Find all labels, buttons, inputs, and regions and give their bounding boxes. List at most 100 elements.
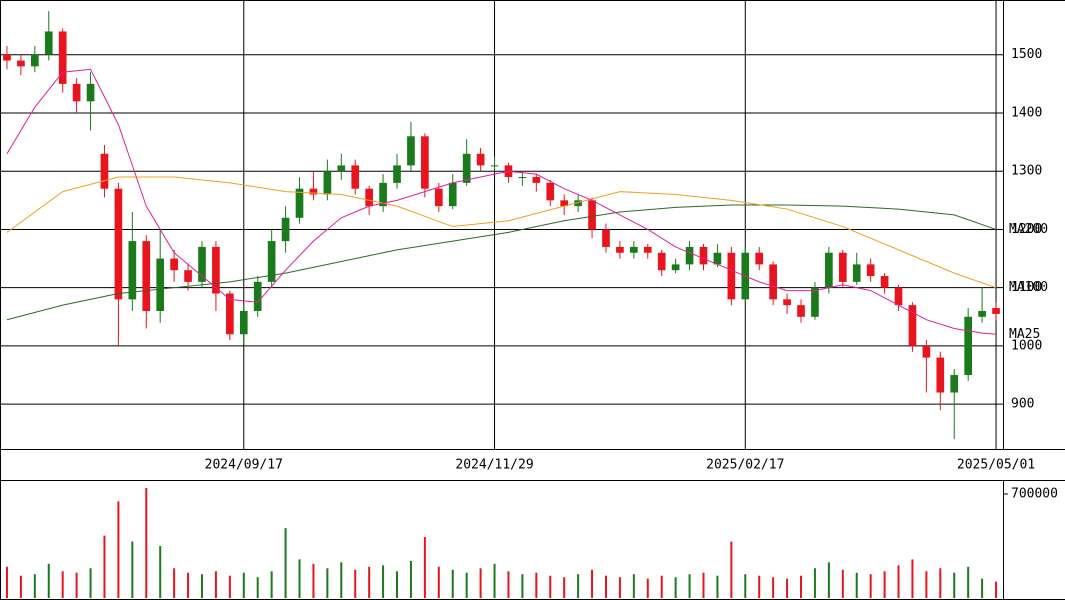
candle-body [239, 310, 248, 335]
volume-bar [326, 568, 329, 598]
volume-tick-label: 700000 [1011, 486, 1058, 501]
volume-bar [507, 571, 510, 598]
candle-body [421, 136, 429, 189]
candle-body [769, 264, 777, 300]
y-tick-label: 1200 [1011, 222, 1042, 237]
volume-bar [618, 577, 621, 598]
volume-bar [33, 574, 36, 598]
y-tick-label: 1000 [1011, 338, 1042, 353]
volume-bar [772, 577, 775, 598]
candle-body [281, 217, 290, 242]
candle-body [797, 305, 805, 317]
volume-bar [131, 541, 134, 598]
candle-body [755, 252, 764, 265]
volume-bar [730, 541, 733, 598]
candle-body [699, 246, 708, 265]
candle-body [671, 264, 680, 271]
moving-average-label: MA100 [1009, 280, 1048, 295]
candle-body [58, 31, 67, 84]
volume-bar [855, 572, 858, 598]
candle-body [908, 305, 917, 346]
volume-bar [897, 565, 900, 598]
volume-bar [465, 572, 468, 598]
candle-body [894, 287, 903, 306]
x-tick-label: 2024/11/29 [455, 458, 533, 473]
candle-body [434, 188, 443, 207]
candle-body [226, 293, 234, 335]
candle-body [922, 345, 931, 358]
candle-body [184, 270, 192, 282]
volume-bar [117, 501, 120, 598]
candle-body [295, 188, 304, 218]
moving-average-label: MA200 [1009, 222, 1048, 237]
volume-bar [493, 563, 496, 598]
candle-body [588, 200, 596, 230]
candle-body [72, 83, 81, 102]
candle-body [713, 252, 722, 265]
candle-body [574, 200, 582, 207]
volume-bar [632, 574, 635, 598]
candle-body [351, 165, 360, 189]
candle-body [407, 136, 415, 166]
moving-average-line [6, 204, 997, 321]
candle-body [532, 177, 541, 183]
candle-body [462, 153, 471, 183]
candle-body [30, 54, 39, 67]
volume-bar [911, 559, 914, 598]
volume-bar [535, 572, 538, 598]
volume-bar [368, 566, 371, 598]
candle-body [964, 316, 973, 376]
moving-average-line [6, 176, 997, 289]
candle-body [156, 258, 165, 311]
candle-body [992, 308, 1000, 314]
volume-bar [396, 571, 399, 598]
candle-body [337, 165, 346, 172]
candle-body [825, 252, 833, 288]
y-tick-label: 900 [1011, 397, 1034, 412]
volume-bar [981, 578, 984, 598]
candle-body [685, 246, 694, 265]
candle-body [490, 165, 499, 167]
volume-bar [479, 568, 482, 598]
volume-bar [103, 535, 106, 598]
volume-bar [75, 572, 78, 598]
volume-bar [521, 574, 524, 598]
volume-bar [883, 571, 886, 598]
candle-body [142, 241, 151, 311]
candle-body [657, 252, 666, 271]
candle-body [128, 241, 137, 300]
volume-bar [563, 577, 566, 598]
candle-body [546, 182, 555, 201]
candle-body [114, 188, 123, 300]
volume-bar [19, 575, 22, 598]
candle-body [783, 299, 791, 306]
candle-body [950, 375, 959, 393]
moving-average-line [6, 68, 997, 335]
volume-bar [827, 562, 830, 598]
candle-body [560, 200, 569, 207]
volume-bar [967, 566, 970, 598]
y-tick-label: 1400 [1011, 105, 1042, 120]
volume-bar [688, 574, 691, 598]
volume-bar [995, 581, 998, 598]
volume-bar [604, 575, 607, 598]
candle-body [936, 357, 945, 393]
candle-body [476, 153, 485, 166]
candle-body [267, 241, 276, 282]
volume-bar [187, 572, 190, 598]
candle-body [880, 276, 889, 288]
candle-body [811, 287, 819, 317]
x-tick-label: 2025/05/01 [957, 458, 1035, 473]
candle-body [365, 188, 373, 207]
volume-bar [577, 574, 580, 598]
volume-bar [437, 566, 440, 598]
candle-body [17, 60, 25, 67]
candle-body [212, 246, 220, 294]
candle-body [630, 246, 638, 253]
y-tick-label: 1500 [1011, 47, 1042, 62]
volume-bar [674, 577, 677, 598]
volume-bar [409, 560, 412, 598]
volume-bar [340, 562, 343, 598]
